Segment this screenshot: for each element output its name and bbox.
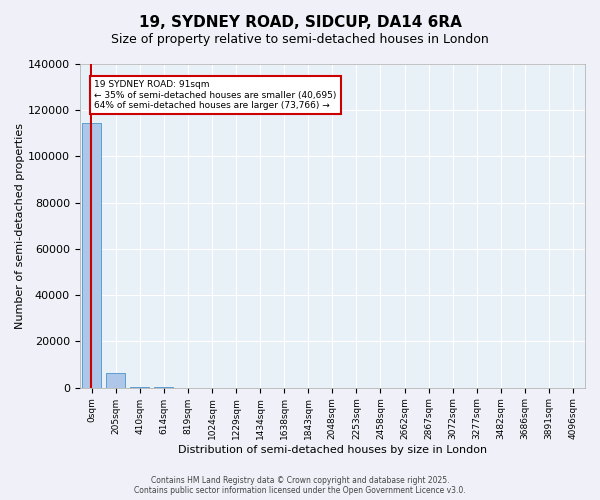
Text: 19 SYDNEY ROAD: 91sqm
← 35% of semi-detached houses are smaller (40,695)
64% of : 19 SYDNEY ROAD: 91sqm ← 35% of semi-deta… [94, 80, 337, 110]
Text: Contains HM Land Registry data © Crown copyright and database right 2025.
Contai: Contains HM Land Registry data © Crown c… [134, 476, 466, 495]
Bar [82, 123, 101, 388]
Text: 19, SYDNEY ROAD, SIDCUP, DA14 6RA: 19, SYDNEY ROAD, SIDCUP, DA14 6RA [139, 15, 461, 30]
Bar [130, 387, 149, 388]
Text: Size of property relative to semi-detached houses in London: Size of property relative to semi-detach… [111, 32, 489, 46]
X-axis label: Distribution of semi-detached houses by size in London: Distribution of semi-detached houses by … [178, 445, 487, 455]
Y-axis label: Number of semi-detached properties: Number of semi-detached properties [15, 123, 25, 329]
Bar [106, 374, 125, 388]
